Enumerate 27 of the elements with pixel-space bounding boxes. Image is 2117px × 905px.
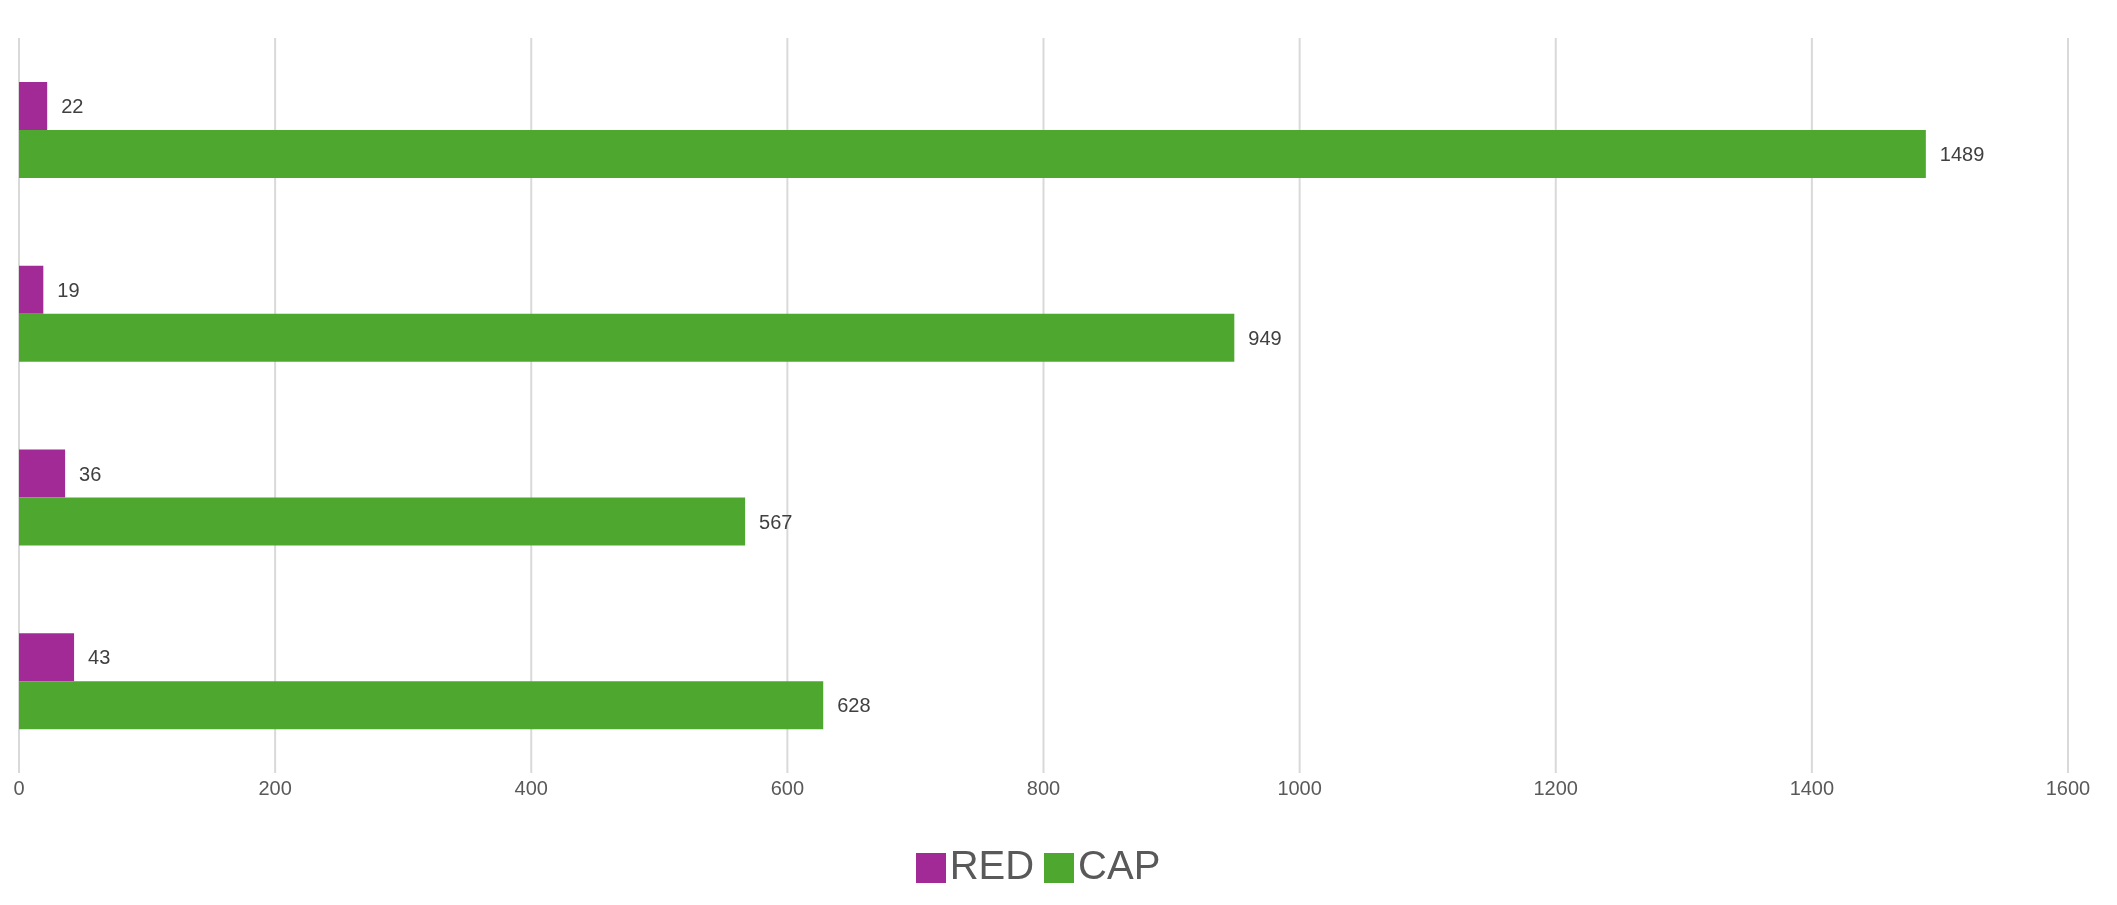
data-label: 19 <box>57 278 80 301</box>
bar <box>19 265 44 314</box>
bar <box>19 313 1235 362</box>
x-tick-label: 1600 <box>2045 777 2091 800</box>
bar <box>19 82 48 131</box>
bar <box>19 497 746 546</box>
data-label: 628 <box>837 694 871 717</box>
data-label: 567 <box>759 510 793 533</box>
x-tick-label: 1400 <box>1789 777 1835 800</box>
bar <box>19 633 75 682</box>
bar <box>19 130 1926 179</box>
data-label: 22 <box>61 95 84 118</box>
data-label: 1489 <box>1939 143 1985 166</box>
data-label: 949 <box>1248 326 1282 349</box>
bar <box>19 449 66 498</box>
x-tick-label: 200 <box>258 777 292 800</box>
data-label: 36 <box>79 462 102 485</box>
data-label: 43 <box>88 646 111 669</box>
bar <box>19 681 824 730</box>
x-tick-label: 1200 <box>1533 777 1578 800</box>
legend-label: CAP <box>1078 843 1161 887</box>
x-tick-label: 1000 <box>1277 777 1322 800</box>
x-tick-label: 0 <box>13 777 25 800</box>
x-tick-label: 600 <box>770 777 805 800</box>
x-tick-label: 800 <box>1026 777 1061 800</box>
x-tick-label: 400 <box>514 777 548 800</box>
legend-label: RED <box>949 843 1035 887</box>
